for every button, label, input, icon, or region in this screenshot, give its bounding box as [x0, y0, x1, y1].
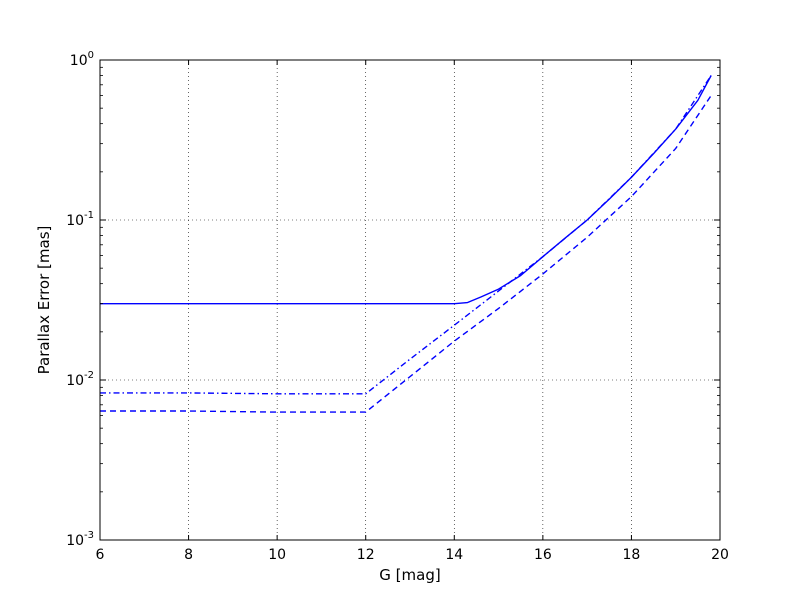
- series-line-solid: [100, 75, 712, 305]
- x-tick-label: 6: [96, 547, 105, 563]
- series-line-dashed: [100, 95, 712, 413]
- x-tick-label: 20: [711, 547, 729, 563]
- y-tick-label: 10-2: [66, 370, 94, 389]
- y-axis-label: Parallax Error [mas]: [35, 226, 53, 375]
- x-tick-label: 10: [268, 547, 286, 563]
- x-tick-labels: 6 8 10 12 14 16 18 20: [96, 547, 729, 563]
- grid-lines: [100, 60, 720, 540]
- y-tick-labels: 100 10-1 10-2 10-3: [66, 50, 94, 549]
- x-tick-label: 16: [534, 547, 552, 563]
- tick-marks: [99, 59, 721, 541]
- x-tick-label: 8: [184, 547, 193, 563]
- x-tick-label: 12: [357, 547, 375, 563]
- y-tick-label: 10-1: [66, 210, 94, 229]
- y-tick-label: 100: [70, 50, 94, 69]
- x-tick-label: 18: [623, 547, 641, 563]
- plot-frame: [99, 59, 721, 541]
- series-line-dashdot: [100, 75, 712, 395]
- x-tick-label: 14: [445, 547, 463, 563]
- x-axis-label: G [mag]: [379, 566, 440, 584]
- y-tick-label: 10-3: [66, 530, 94, 549]
- series-layer: [100, 75, 712, 413]
